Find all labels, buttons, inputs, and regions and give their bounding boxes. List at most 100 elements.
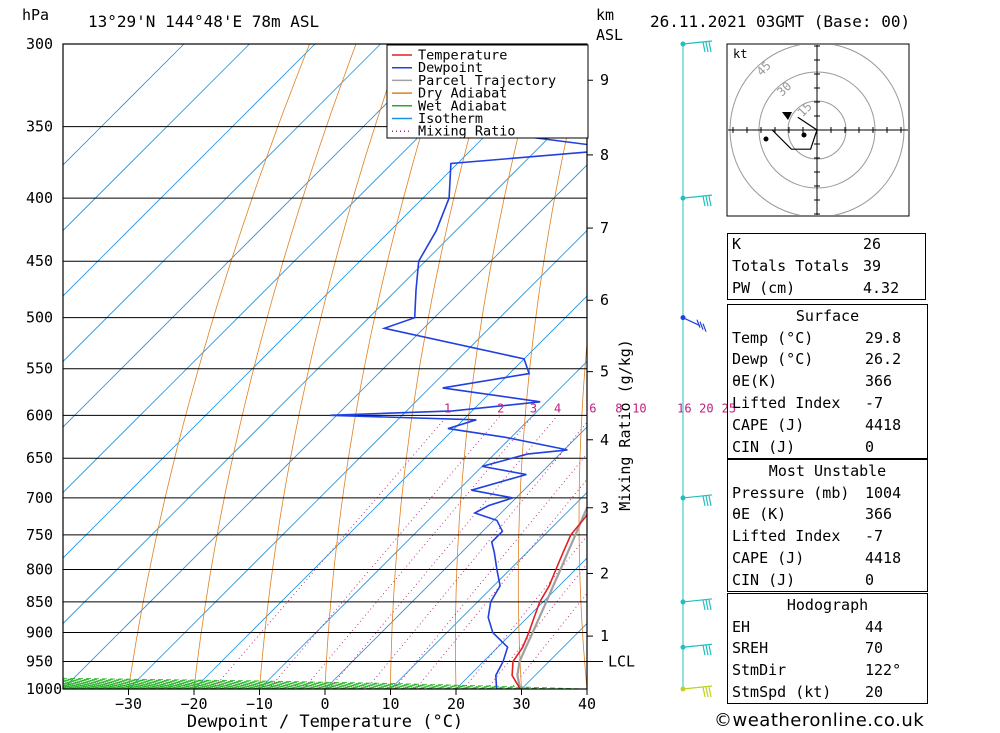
surface-label: Lifted Index xyxy=(732,394,841,413)
profile-lines xyxy=(330,44,587,689)
indices-table: K 26 Totals Totals 39 PW (cm) 4.32 xyxy=(727,233,926,301)
wind-barb xyxy=(682,40,713,53)
index-value: 4.32 xyxy=(863,278,900,297)
surface-value: 4418 xyxy=(865,415,902,434)
parcel-trajectory-line xyxy=(516,505,587,689)
legend-entry: Dry Adiabat xyxy=(418,86,507,102)
most-unstable-label: Pressure (mb) xyxy=(732,483,850,502)
datetime-title: 26.11.2021 03GMT (Base: 00) xyxy=(650,12,910,31)
isotherm-line xyxy=(63,44,578,559)
lcl-label: LCL xyxy=(608,653,635,671)
most-unstable-label: θE (K) xyxy=(732,505,787,524)
hodograph-stat-value: 122° xyxy=(865,661,902,680)
mixing-ratio-line xyxy=(415,478,587,689)
surface-value: 0 xyxy=(865,437,875,456)
isotherm-line xyxy=(324,426,587,689)
km-label: 1 xyxy=(600,627,609,645)
surface-label: Dewp (°C) xyxy=(732,350,814,369)
pressure-label: 550 xyxy=(26,360,53,378)
dry-adiabat-line xyxy=(128,44,310,689)
isotherm-line xyxy=(63,44,381,363)
pressure-label: 900 xyxy=(26,624,53,642)
mixing-ratio-label: 8 xyxy=(615,401,622,415)
index-row: Totals Totals 39 xyxy=(728,256,926,278)
km-label: 4 xyxy=(600,431,609,449)
dry-adiabat-line xyxy=(695,44,727,689)
legend-entry: Isotherm xyxy=(418,111,483,127)
isotherm-line xyxy=(63,44,512,494)
hodograph-point xyxy=(763,136,769,142)
wet-adiabat-line xyxy=(63,679,535,689)
mixing-ratio-label: 6 xyxy=(589,401,596,415)
mixing-ratio-line xyxy=(303,415,534,689)
dry-adiabat-line xyxy=(957,44,1000,689)
surface-value: -7 xyxy=(865,394,884,413)
km-label: 8 xyxy=(600,146,609,164)
dry-adiabat-line xyxy=(259,44,403,689)
surface-label: CIN (J) xyxy=(732,437,796,456)
pressure-label: 650 xyxy=(26,449,53,467)
pressure-label: 750 xyxy=(26,526,53,544)
mixing-ratio-label: 1 xyxy=(444,401,451,415)
mixing-ratio-label: 4 xyxy=(554,401,561,415)
km-label: 7 xyxy=(600,219,609,237)
hodograph-stat-row: SREH 70 xyxy=(728,638,927,660)
isotherm-line xyxy=(390,491,587,689)
most-unstable-value: 4418 xyxy=(865,549,902,568)
wet-adiabat-line xyxy=(63,681,483,689)
mixing-ratio-line xyxy=(366,421,587,689)
pressure-label: 350 xyxy=(26,118,53,136)
surface-row: CIN (J) 0 xyxy=(728,436,927,458)
pressure-label: 300 xyxy=(26,35,53,53)
isotherm-line xyxy=(128,229,587,689)
footer-credit: ©weatheronline.co.uk xyxy=(714,710,925,731)
index-label: K xyxy=(732,235,742,254)
most-unstable-value: 1004 xyxy=(865,483,902,502)
wind-barb xyxy=(682,494,713,507)
x-tick-label: 30 xyxy=(512,695,530,713)
surface-value: 26.2 xyxy=(865,350,902,369)
km-label: 5 xyxy=(600,363,609,381)
hpa-unit-label: hPa xyxy=(22,6,49,24)
pressure-label: 400 xyxy=(26,189,53,207)
wind-barb xyxy=(682,643,713,656)
km-label: 2 xyxy=(600,564,609,582)
isotherm-line xyxy=(259,360,587,689)
surface-row: Temp (°C) 29.8 xyxy=(728,327,927,349)
wind-barb xyxy=(682,194,713,207)
mixing-ratio-line xyxy=(212,415,449,689)
pressure-label: 600 xyxy=(26,406,53,424)
hodograph-stat-row: EH 44 xyxy=(728,616,927,638)
mixing-ratio-label: 2 xyxy=(497,401,504,415)
legend-entry: Parcel Trajectory xyxy=(418,73,556,89)
surface-value: 29.8 xyxy=(865,328,902,347)
mixing-ratio-axis-label: Mixing Ratio (g/kg) xyxy=(616,339,634,511)
pressure-lines xyxy=(63,43,587,690)
most-unstable-row: CAPE (J) 4418 xyxy=(728,547,927,569)
mixing-ratio-line xyxy=(463,535,587,689)
hodograph-stat-label: StmDir xyxy=(732,661,787,680)
surface-value: 366 xyxy=(865,372,893,391)
isotherm-line xyxy=(63,164,587,689)
x-tick-label: −10 xyxy=(246,695,273,713)
hodograph-point xyxy=(801,132,807,138)
mixing-ratio-label: 10 xyxy=(632,401,646,415)
surface-panel: Surface Temp (°C) 29.8 Dewp (°C) 26.2 θE(K) 3… xyxy=(727,304,928,459)
legend-entry: Mixing Ratio xyxy=(418,124,516,140)
hodograph-trace xyxy=(771,116,818,150)
plot-frame xyxy=(62,43,588,690)
hodograph-stat-row: StmDir 122° xyxy=(728,659,927,681)
pressure-label: 500 xyxy=(26,309,53,327)
most-unstable-row: θE (K) 366 xyxy=(728,504,927,526)
hodograph-stat-label: EH xyxy=(732,617,751,636)
isotherm-line xyxy=(63,44,185,166)
dry-adiabat-line xyxy=(324,44,450,689)
mixing-ratio-line xyxy=(328,415,558,689)
mixing-ratio-line xyxy=(268,415,502,689)
hodograph-stat-row: StmSpd (kt) 20 xyxy=(728,681,927,703)
hodograph-storm-marker xyxy=(782,112,792,120)
index-row: K 26 xyxy=(728,234,926,256)
